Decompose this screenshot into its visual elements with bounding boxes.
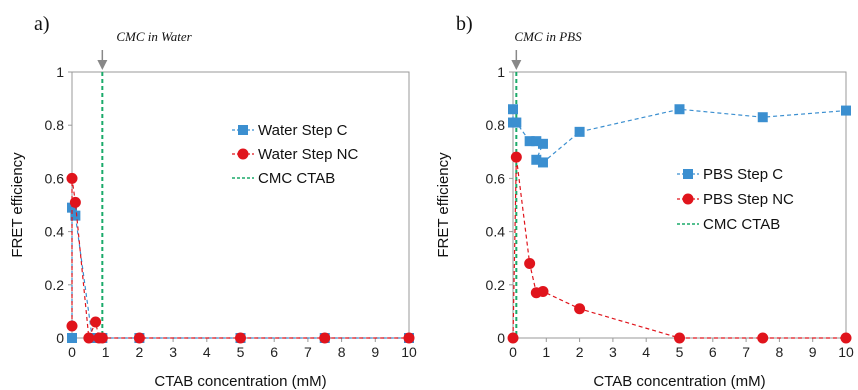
data-point	[133, 332, 145, 344]
data-point	[319, 332, 331, 344]
x-tick-label: 4	[642, 344, 650, 360]
legend-marker	[683, 169, 693, 179]
y-tick-label: 0.4	[45, 224, 65, 240]
data-point	[531, 136, 542, 147]
x-tick-label: 1	[542, 344, 550, 360]
x-tick-label: 3	[169, 344, 177, 360]
data-point	[537, 138, 548, 149]
x-tick-label: 7	[304, 344, 312, 360]
panel-label: b)	[456, 13, 473, 35]
data-point	[757, 332, 769, 344]
y-tick-label: 0	[497, 330, 505, 346]
x-tick-label: 2	[136, 344, 144, 360]
data-point	[757, 112, 768, 123]
data-point	[69, 196, 81, 208]
data-point	[67, 202, 77, 213]
y-axis-label: FRET efficiency	[435, 152, 452, 258]
data-point	[531, 154, 542, 165]
legend-entry: CMC CTAB	[703, 216, 780, 233]
series-line	[512, 108, 847, 164]
data-point	[511, 117, 522, 128]
y-tick-label: 0.4	[486, 224, 506, 240]
x-tick-label: 0	[68, 344, 76, 360]
panel-a: 0 1 2 3 4 5 6 7 8 9 10 0 0.2 0.4 0.6 0.8 1 CTAB concentra…	[9, 13, 417, 390]
cmc-annotation: CMC in Water	[116, 29, 192, 44]
x-tick-label: 8	[338, 344, 346, 360]
x-axis-label: CTAB concentration (mM)	[154, 373, 326, 390]
panel-b: 0 1 2 3 4 5 6 7 8 9 10 0 0.2 0.4 0.6 0.8 1 CTAB concentra…	[435, 13, 854, 390]
y-axis-label: FRET efficiency	[9, 152, 26, 258]
x-tick-label: 3	[609, 344, 617, 360]
annotation-arrow-head	[97, 60, 108, 70]
data-point	[537, 285, 549, 297]
data-point	[83, 332, 95, 344]
x-tick-label: 4	[203, 344, 211, 360]
x-tick-label: 2	[576, 344, 584, 360]
series-line	[71, 178, 409, 339]
data-point	[403, 332, 415, 344]
y-tick-label: 1	[56, 64, 64, 80]
legend-entry: PBS Step NC	[703, 191, 794, 208]
x-tick-label: 5	[237, 344, 245, 360]
data-point	[841, 105, 851, 116]
plot-frame	[71, 71, 410, 339]
data-point	[510, 151, 522, 163]
data-point	[90, 316, 102, 328]
y-tick-label: 0.2	[45, 277, 65, 293]
data-point	[96, 332, 108, 344]
data-point	[524, 136, 535, 147]
data-point	[574, 303, 586, 315]
annotation-arrow-head	[511, 60, 522, 70]
panel-label: a)	[34, 13, 50, 35]
data-point	[66, 172, 78, 184]
x-tick-label: 6	[270, 344, 278, 360]
legend-entry: CMC CTAB	[258, 170, 335, 187]
y-tick-label: 0.6	[486, 170, 506, 186]
data-point	[67, 333, 77, 343]
data-point	[674, 104, 685, 115]
x-tick-label: 10	[401, 344, 417, 360]
y-tick-label: 0.6	[45, 170, 65, 186]
data-point	[508, 104, 518, 115]
legend-marker	[238, 125, 248, 135]
data-point	[66, 320, 78, 332]
cmc-annotation: CMC in PBS	[514, 29, 582, 44]
data-point	[70, 210, 81, 221]
legend-marker	[682, 193, 694, 205]
data-point	[574, 126, 585, 137]
data-point	[507, 332, 519, 344]
legend-marker	[237, 148, 249, 160]
y-tick-label: 0.2	[486, 277, 506, 293]
x-tick-label: 8	[776, 344, 784, 360]
y-tick-label: 0.8	[486, 117, 506, 133]
series-line	[71, 207, 409, 339]
data-point	[524, 258, 536, 270]
data-point	[235, 332, 246, 344]
y-tick-label: 0.8	[45, 117, 65, 133]
x-tick-label: 9	[809, 344, 817, 360]
x-tick-label: 5	[676, 344, 684, 360]
data-point	[537, 157, 548, 168]
x-tick-label: 6	[709, 344, 717, 360]
legend-entry: PBS Step C	[703, 166, 783, 183]
x-tick-label: 0	[509, 344, 517, 360]
x-tick-label: 1	[102, 344, 110, 360]
x-tick-label: 7	[742, 344, 750, 360]
data-point	[840, 332, 852, 344]
y-tick-label: 0	[56, 330, 64, 346]
x-axis-label: CTAB concentration (mM)	[593, 373, 765, 390]
x-tick-label: 9	[371, 344, 379, 360]
series-line	[512, 157, 846, 339]
legend-entry: Water Step NC	[258, 146, 358, 163]
legend-entry: Water Step C	[258, 122, 348, 139]
x-tick-label: 10	[838, 344, 854, 360]
y-tick-label: 1	[497, 64, 505, 80]
data-point	[674, 332, 685, 344]
